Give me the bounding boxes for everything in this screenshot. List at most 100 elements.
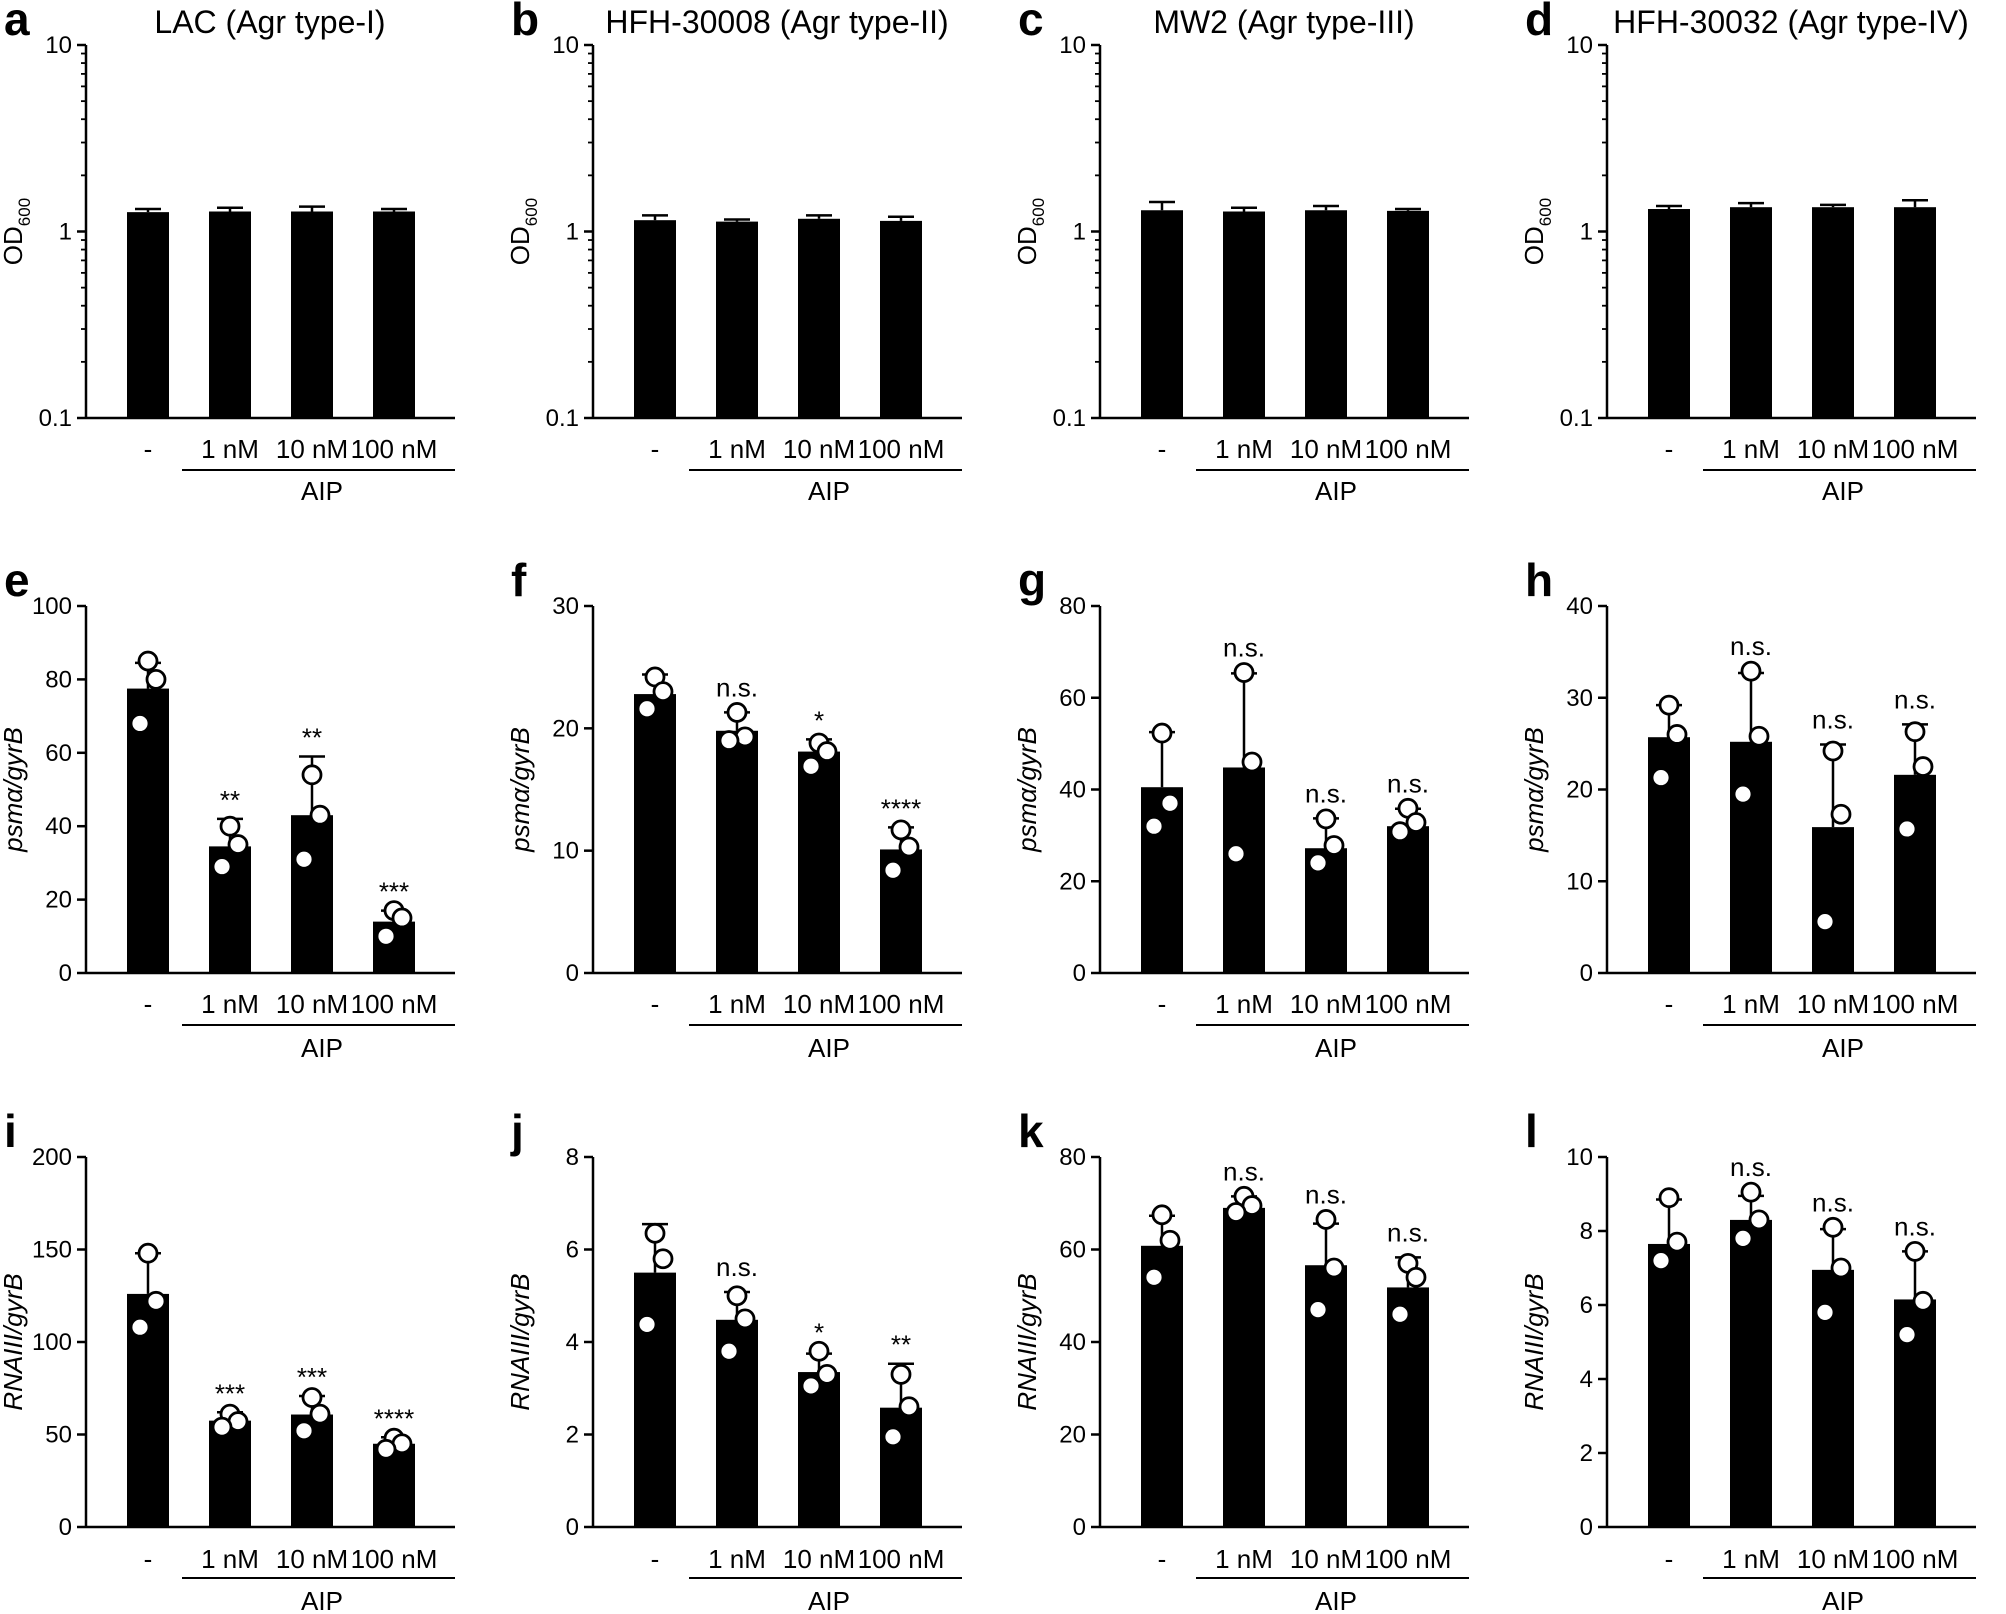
y-tick-label: 4 (566, 1329, 579, 1356)
bar (798, 218, 840, 418)
data-point (145, 1290, 167, 1312)
y-tick-label: 60 (1059, 1237, 1086, 1264)
data-point (301, 764, 323, 786)
data-point (1896, 1324, 1918, 1345)
y-tick-label: 10 (552, 838, 579, 865)
panel-i: i 0 50 100 150 200 RNAIII/gyrB - *** 1 nM *** 10 nM… (0, 1105, 455, 1614)
y-tick-label: 10 (1566, 1144, 1593, 1171)
bar (1894, 207, 1936, 418)
bar (880, 1407, 922, 1527)
y-tick-label: 100 (32, 593, 72, 620)
data-point (644, 1222, 666, 1244)
bar (1812, 827, 1854, 973)
y-tick-label: 0 (59, 960, 72, 987)
significance-label: * (814, 705, 824, 735)
y-tick-label: 10 (552, 32, 579, 59)
group-label: AIP (1822, 476, 1864, 506)
y-tick-label: 6 (566, 1237, 579, 1264)
category-label: 100 nM (858, 1544, 945, 1574)
category-label: 1 nM (1722, 1544, 1780, 1574)
y-tick-label: 0.1 (1560, 405, 1593, 432)
y-tick-label: 80 (45, 666, 72, 693)
category-label: 100 nM (858, 989, 945, 1019)
significance-label: n.s. (716, 672, 758, 702)
data-point (1658, 694, 1680, 716)
y-tick-label: 80 (1059, 1144, 1086, 1171)
bar (291, 211, 333, 418)
category-label: 1 nM (1215, 434, 1273, 464)
y-axis-label: OD600 (1519, 198, 1555, 265)
data-point (652, 1248, 674, 1270)
y-tick-label: 20 (45, 887, 72, 914)
data-point (375, 1438, 397, 1460)
category-label: - (1665, 1544, 1674, 1574)
data-point (1323, 1257, 1345, 1279)
data-point (1405, 812, 1427, 833)
category-label: 100 nM (351, 989, 438, 1019)
category-label: 10 nM (783, 434, 855, 464)
data-point (1151, 722, 1173, 744)
data-point (1143, 1266, 1165, 1288)
category-label: 1 nM (201, 1544, 259, 1574)
data-point (1830, 803, 1852, 825)
data-point (137, 1242, 159, 1264)
panel-c: c MW2 (Agr type-III) 0.1 1 10 OD600 - 1 nM 10 nM… (1012, 0, 1469, 506)
data-point (1650, 767, 1672, 788)
category-label: 10 nM (1797, 434, 1869, 464)
category-label: - (1158, 989, 1167, 1019)
panel-letter: j (510, 1105, 524, 1157)
category-label: 10 nM (783, 989, 855, 1019)
data-point (882, 859, 904, 881)
significance-label: n.s. (1894, 684, 1936, 714)
y-tick-label: 2 (1580, 1440, 1593, 1467)
data-point (898, 836, 920, 858)
data-point (219, 815, 241, 837)
y-tick-label: 0.1 (1053, 405, 1086, 432)
category-label: - (144, 989, 153, 1019)
significance-label: n.s. (1730, 1152, 1772, 1182)
y-axis-label: RNAIII/gyrB (505, 1273, 535, 1410)
data-point (211, 856, 233, 877)
category-label: - (1665, 989, 1674, 1019)
significance-label: n.s. (1387, 1217, 1429, 1247)
panel-letter: l (1525, 1105, 1538, 1157)
significance-label: ** (891, 1330, 911, 1360)
group-label: AIP (301, 1586, 343, 1614)
y-tick-label: 10 (1059, 32, 1086, 59)
category-label: 100 nM (1365, 989, 1452, 1019)
data-point (129, 713, 151, 734)
y-tick-label: 100 (32, 1329, 72, 1356)
y-axis-label: RNAIII/gyrB (1519, 1273, 1549, 1410)
bar (291, 815, 333, 973)
data-point (1159, 792, 1181, 814)
group-label: AIP (1315, 1033, 1357, 1063)
data-point (1225, 843, 1247, 865)
bar (1387, 210, 1429, 418)
category-label: 100 nM (1365, 434, 1452, 464)
category-label: 100 nM (351, 1544, 438, 1574)
category-label: 1 nM (1215, 1544, 1273, 1574)
category-label: - (651, 434, 660, 464)
group-label: AIP (808, 1586, 850, 1614)
y-tick-label: 20 (1566, 777, 1593, 804)
bar (373, 211, 415, 418)
data-point (309, 804, 331, 826)
panel-e: e 0 20 40 60 80 100 psmα/gyrB - ** 1 nM ** 10 nM *** 1… (0, 554, 455, 1063)
y-tick-label: 10 (1566, 868, 1593, 895)
data-point (636, 1314, 658, 1335)
category-label: 100 nM (1365, 1544, 1452, 1574)
bar (127, 688, 169, 973)
significance-label: n.s. (1894, 1211, 1936, 1241)
data-point (1159, 1229, 1181, 1251)
significance-label: *** (215, 1378, 245, 1408)
data-point (734, 1308, 756, 1330)
category-label: 1 nM (708, 1544, 766, 1574)
y-tick-label: 0 (59, 1514, 72, 1541)
significance-label: *** (297, 1362, 327, 1392)
data-point (1740, 660, 1762, 682)
panel-g: g 0 20 40 60 80 psmα/gyrB - n.s. 1 nM n.s. 10 nM n.s… (1012, 554, 1469, 1063)
y-tick-label: 150 (32, 1237, 72, 1264)
y-tick-label: 0 (1073, 1514, 1086, 1541)
significance-label: n.s. (1223, 1156, 1265, 1186)
significance-label: n.s. (1812, 705, 1854, 735)
